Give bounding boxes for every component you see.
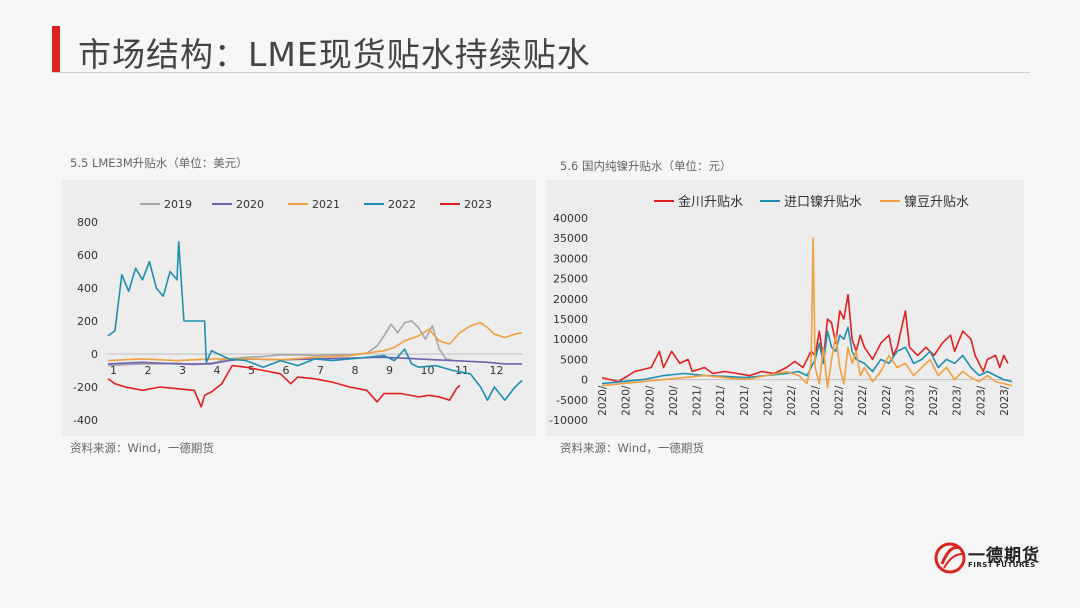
chart1-legend-label-2021: 2021 [312, 198, 340, 211]
title-divider [52, 72, 1030, 73]
chart2-y-tick: 35000 [553, 232, 588, 245]
chart2-x-tick: 2022/ [881, 385, 893, 416]
chart2-legend-label-2: 镍豆升贴水 [904, 195, 969, 210]
chart2-x-tick: 2020/ [644, 385, 656, 416]
chart1-legend-label-2020: 2020 [236, 198, 264, 211]
chart1-series-line-2022 [107, 241, 523, 401]
chart2-y-tick: 30000 [553, 252, 588, 265]
chart2-legend-label-1: 进口镍升贴水 [784, 195, 862, 210]
chart2-x-tick: 2022/ [857, 385, 869, 416]
chart2-x-tick: 2023/ [952, 385, 964, 416]
chart2-series-line-1 [601, 326, 1013, 385]
chart1-x-tick: 2 [145, 364, 152, 377]
chart1-y-tick: 200 [77, 315, 98, 328]
chart2-x-tick: 2020/ [621, 385, 633, 416]
chart2-x-tick: 2021/ [692, 385, 704, 416]
chart1-x-tick: 4 [214, 364, 221, 377]
chart2-y-tick: 10000 [553, 333, 588, 346]
chart2-x-tick: 2021/ [739, 385, 751, 416]
chart2-x-tick: 2020/ [597, 385, 609, 416]
chart2-y-tick: 0 [581, 374, 588, 387]
chart1-svg: 2019 2020 2021 2022 2023 -400 -200 0 200 400 600 80… [73, 198, 523, 427]
chart2-panel: 金川升贴水 进口镍升贴水 镍豆升贴水 -10000 -5000 0 5000 10000 150… [546, 180, 1024, 436]
chart1-x-tick: 3 [179, 364, 186, 377]
chart2-x-tick: 2021/ [763, 385, 775, 416]
chart1-y-tick: 600 [77, 249, 98, 262]
chart2-series-line-2 [601, 237, 1013, 389]
chart2-y-tick: 15000 [553, 313, 588, 326]
chart1-x-tick: 12 [490, 364, 504, 377]
chart1-y-tick: -200 [73, 381, 98, 394]
chart2-y-tick: 40000 [553, 212, 588, 225]
chart1-legend-label-2019: 2019 [164, 198, 192, 211]
chart1-source: 资料来源：Wind，一德期货 [70, 441, 214, 455]
chart2-x-tick: 2020/ [668, 385, 680, 416]
chart2-x-tick: 2023/ [975, 385, 987, 416]
chart2-caption: 5.6 国内纯镍升贴水（单位：元） [560, 159, 732, 173]
chart2-x-tick: 2022/ [834, 385, 846, 416]
chart1-x-tick: 9 [386, 364, 393, 377]
chart2-x-tick: 2023/ [999, 385, 1011, 416]
company-logo-icon [934, 542, 966, 574]
chart2-y-tick: 20000 [553, 293, 588, 306]
chart2-y-tick: 25000 [553, 273, 588, 286]
chart2-legend-label-0: 金川升贴水 [678, 194, 743, 210]
chart2-y-tick: -5000 [556, 394, 588, 407]
chart2-x-tick: 2023/ [904, 385, 916, 416]
chart1-series-line-2023 [107, 364, 461, 408]
chart1-panel: 2019 2020 2021 2022 2023 -400 -200 0 200 400 600 80… [62, 180, 536, 436]
chart1-x-tick: 7 [317, 364, 324, 377]
chart1-y-tick: 400 [77, 282, 98, 295]
chart2-x-tick: 2021/ [715, 385, 727, 416]
logo-english: FIRST FUTURES [968, 561, 1036, 569]
chart2-x-tick: 2023/ [928, 385, 940, 416]
chart2-y-tick: -10000 [549, 414, 588, 427]
chart1-x-tick: 1 [110, 364, 117, 377]
logo-name: 一德期货 [968, 546, 1040, 566]
chart1-y-tick: -400 [73, 414, 98, 427]
chart2-y-tick: 5000 [560, 353, 588, 366]
chart2-source: 资料来源：Wind，一德期货 [560, 441, 704, 455]
chart2-svg: 金川升贴水 进口镍升贴水 镍豆升贴水 -10000 -5000 0 5000 10000 150… [549, 194, 1013, 427]
chart1-y-tick: 800 [77, 216, 98, 229]
chart1-x-tick: 6 [283, 364, 290, 377]
chart1-legend-label-2023: 2023 [464, 198, 492, 211]
page-title: 市场结构：LME现货贴水持续贴水 [78, 35, 591, 74]
chart1-x-tick: 5 [248, 364, 255, 377]
chart2-x-tick: 2022/ [786, 385, 798, 416]
title-accent-bar [52, 26, 60, 72]
chart2-series-line-0 [601, 294, 1009, 383]
chart1-x-tick: 8 [352, 364, 359, 377]
chart1-y-tick: 0 [91, 348, 98, 361]
chart1-x-tick: 11 [455, 364, 469, 377]
chart2-x-tick: 2022/ [810, 385, 822, 416]
chart1-caption: 5.5 LME3M升贴水（单位：美元） [70, 156, 248, 170]
chart1-legend-label-2022: 2022 [388, 198, 416, 211]
